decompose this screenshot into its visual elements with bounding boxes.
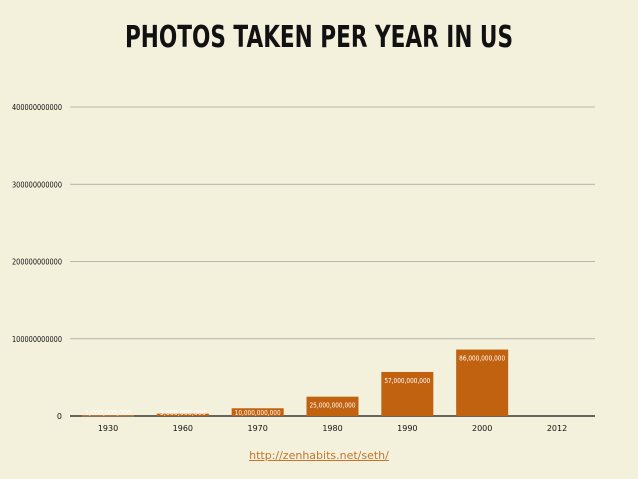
bar-2000 [456, 349, 509, 416]
y-tick-label: 200000000000 [12, 258, 62, 267]
chart-title: PHOTOS TAKEN PER YEAR IN US [124, 20, 514, 55]
x-tick-label: 1970 [247, 424, 267, 433]
x-tick-label: 2000 [472, 424, 492, 433]
bar-1980 [306, 396, 359, 416]
data-labels: 1,000,000,000 3,000,000,000 10,000,000,000… [85, 355, 505, 417]
bar-1970 [231, 408, 284, 416]
data-label-1970: 10,000,000,000 [235, 409, 281, 417]
source-link[interactable]: http://zenhabits.net/seth/ [249, 449, 389, 462]
x-tick-label: 1960 [173, 424, 193, 433]
bars [82, 349, 509, 417]
y-axis-ticks: 0 100000000000 200000000000 300000000000 400… [12, 103, 62, 421]
x-tick-label: 1930 [98, 424, 118, 433]
y-tick-label: 100000000000 [12, 335, 62, 344]
y-tick-label: 400000000000 [12, 103, 62, 112]
data-label-2000: 86,000,000,000 [459, 355, 505, 363]
x-tick-label: 2012 [547, 424, 567, 433]
gridlines [70, 106, 595, 417]
bar-1930 [82, 415, 134, 417]
data-label-1960: 3,000,000,000 [160, 409, 206, 417]
y-tick-label: 300000000000 [12, 180, 62, 189]
x-tick-label: 1980 [322, 424, 342, 433]
data-label-1990: 57,000,000,000 [384, 377, 430, 385]
y-tick-label: 0 [57, 412, 62, 421]
x-axis-ticks: 1930 1960 1970 1980 1990 2000 2012 [98, 424, 567, 433]
bar-1960 [156, 413, 209, 416]
x-tick-label: 1990 [397, 424, 417, 433]
data-label-1930: 1,000,000,000 [85, 409, 131, 417]
bar-1990 [381, 371, 434, 416]
data-label-1980: 25,000,000,000 [310, 402, 356, 410]
